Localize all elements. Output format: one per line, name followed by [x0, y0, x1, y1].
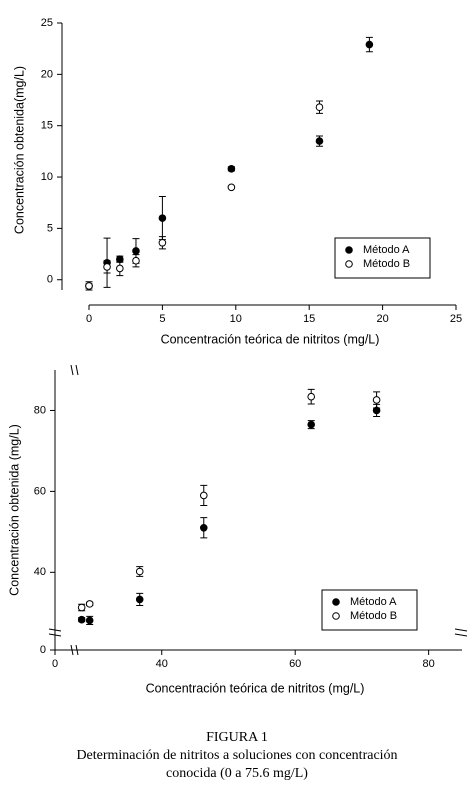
caption-line: conocida (0 a 75.6 mg/L)	[166, 766, 308, 781]
y-tick-label: 15	[41, 120, 53, 132]
y-tick-label: 10	[41, 171, 53, 183]
y-tick-label: 5	[47, 222, 53, 234]
data-point	[77, 603, 86, 612]
x-tick-label: 80	[423, 658, 435, 670]
y-axis-title: Concentración obtenida(mg/L)	[12, 66, 26, 234]
y-tick-label: 25	[41, 17, 53, 29]
data-point	[103, 263, 111, 271]
data-point	[227, 183, 236, 192]
legend-label: Método B	[363, 258, 410, 270]
data-point	[132, 256, 140, 265]
data-point	[85, 600, 94, 608]
legend-label: Método A	[350, 596, 397, 608]
legend-box	[334, 237, 431, 279]
x-tick-label: 25	[450, 313, 462, 325]
data-point	[315, 137, 324, 145]
data-point	[85, 616, 94, 625]
data-point	[307, 392, 316, 401]
x-tick-label: 60	[289, 658, 301, 670]
data-point	[372, 396, 381, 404]
x-tick-label: 5	[159, 313, 165, 325]
y-tick-label: 0	[40, 644, 46, 656]
legend-marker	[345, 246, 353, 254]
x-tick-label: 20	[376, 313, 388, 325]
legend-box	[321, 589, 418, 631]
caption-line: Determinación de nitritos a soluciones c…	[76, 748, 397, 763]
x-tick-label: 0	[86, 313, 92, 325]
data-point	[199, 491, 208, 500]
data-point	[199, 524, 208, 532]
data-point	[135, 595, 144, 604]
y-tick-label: 60	[34, 485, 46, 497]
data-point	[365, 40, 374, 49]
data-point	[158, 214, 167, 222]
data-point	[307, 420, 316, 429]
data-point	[116, 264, 124, 273]
y-tick-label: 0	[47, 274, 53, 286]
legend-marker	[332, 612, 340, 620]
y-axis-title: Concentración obtenida (mg/L)	[7, 424, 21, 596]
x-tick-label: 0	[52, 658, 58, 670]
legend-label: Método A	[363, 244, 410, 256]
x-axis-title: Concentración teórica de nitritos (mg/L)	[146, 681, 365, 695]
data-point	[77, 615, 86, 624]
legend-marker	[332, 598, 340, 606]
y-tick-label: 40	[34, 566, 46, 578]
caption-label: FIGURA 1	[206, 730, 268, 745]
data-point	[85, 282, 93, 290]
x-tick-label: 40	[156, 658, 168, 670]
x-tick-label: 15	[303, 313, 315, 325]
x-axis-title: Concentración teórica de nitritos (mg/L)	[161, 332, 380, 346]
data-point	[315, 103, 324, 112]
data-point	[158, 238, 167, 247]
legend-label: Método B	[350, 610, 397, 622]
data-point	[135, 567, 144, 576]
x-tick-label: 10	[230, 313, 242, 325]
y-tick-label: 20	[41, 68, 53, 80]
y-tick-label: 80	[34, 404, 46, 416]
data-point	[227, 165, 236, 173]
data-point	[132, 247, 140, 255]
legend-marker	[345, 260, 353, 268]
